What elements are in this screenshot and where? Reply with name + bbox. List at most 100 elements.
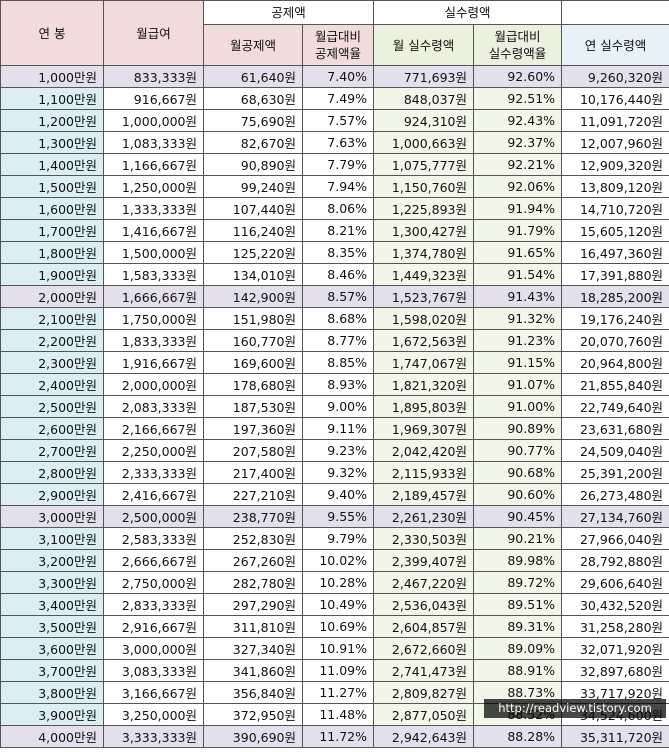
table-cell: 7.63%: [301, 131, 375, 154]
table-cell: 2,189,457원: [373, 483, 475, 506]
table-cell: 68,630원: [203, 87, 303, 110]
table-cell: 8.85%: [301, 351, 375, 374]
table-cell: 32,071,920원: [561, 637, 669, 660]
table-cell: 91.65%: [473, 241, 563, 264]
table-cell: 91.07%: [473, 373, 563, 396]
table-cell: 11,091,720원: [561, 109, 669, 132]
table-row: 1,700만원 1,416,667원 116,240원 8.21% 1,300,427원…: [0, 219, 669, 242]
table-cell: 1,821,320원: [373, 373, 475, 396]
table-cell: 4,000만원: [0, 725, 104, 748]
table-row: 1,200만원 1,000,000원 75,690원 7.57% 924,310원 92.…: [0, 109, 669, 132]
table-cell: 18,285,200원: [561, 285, 669, 308]
table-cell: 1,750,000원: [103, 307, 204, 330]
table-cell: 13,809,120원: [561, 175, 669, 198]
table-cell: 2,800만원: [0, 461, 104, 484]
table-row: 2,600만원 2,166,667원 197,360원 9.11% 1,969,307원…: [0, 417, 669, 440]
header-sub: 월급대비 공제액율: [301, 24, 375, 66]
table-cell: 1,700만원: [0, 219, 104, 242]
table-cell: 20,964,800원: [561, 351, 669, 374]
table-cell: 22,749,640원: [561, 395, 669, 418]
table-cell: 2,500,000원: [103, 505, 204, 528]
table-cell: 267,260원: [203, 549, 303, 572]
table-cell: 916,667원: [103, 87, 204, 110]
header-sub: 월공제액: [203, 24, 303, 66]
table-cell: 24,509,040원: [561, 439, 669, 462]
table-cell: 116,240원: [203, 219, 303, 242]
table-cell: 90,890원: [203, 153, 303, 176]
table-cell: 92.06%: [473, 175, 563, 198]
table-row: 2,900만원 2,416,667원 227,210원 9.40% 2,189,457원…: [0, 483, 669, 506]
table-cell: 26,273,480원: [561, 483, 669, 506]
table-cell: 11.27%: [301, 681, 375, 704]
table-cell: 2,000,000원: [103, 373, 204, 396]
table-cell: 924,310원: [373, 109, 475, 132]
table-cell: 2,833,333원: [103, 593, 204, 616]
table-cell: 2,330,503원: [373, 527, 475, 550]
table-cell: 217,400원: [203, 461, 303, 484]
table-cell: 1,000만원: [0, 65, 104, 88]
table-header: 연 봉 월급여 공제액 실수령액 월공제액 월급대비 공제액율 월 실수령액 월…: [0, 0, 669, 66]
table-cell: 61,640원: [203, 65, 303, 88]
table-row: 2,700만원 2,250,000원 207,580원 9.23% 2,042,420원…: [0, 439, 669, 462]
header-net: 실수령액: [373, 0, 563, 25]
table-cell: 2,942,643원: [373, 725, 475, 748]
table-cell: 1,500만원: [0, 175, 104, 198]
header-sub: 연 실수령액: [561, 24, 669, 66]
table-cell: 2,877,050원: [373, 703, 475, 726]
table-cell: 99,240원: [203, 175, 303, 198]
table-cell: 2,416,667원: [103, 483, 204, 506]
table-row: 1,100만원 916,667원 68,630원 7.49% 848,037원 92.51…: [0, 87, 669, 110]
table-row: 1,000만원 833,333원 61,640원 7.40% 771,693원 92.60…: [0, 65, 669, 88]
table-cell: 92.21%: [473, 153, 563, 176]
table-cell: 169,600원: [203, 351, 303, 374]
table-cell: 20,070,760원: [561, 329, 669, 352]
table-cell: 89.51%: [473, 593, 563, 616]
table-cell: 2,672,660원: [373, 637, 475, 660]
table-cell: 356,840원: [203, 681, 303, 704]
table-cell: 82,670원: [203, 131, 303, 154]
table-cell: 1,000,663원: [373, 131, 475, 154]
table-cell: 107,440원: [203, 197, 303, 220]
table-row: 2,400만원 2,000,000원 178,680원 8.93% 1,821,320원…: [0, 373, 669, 396]
table-cell: 372,950원: [203, 703, 303, 726]
table-cell: 2,250,000원: [103, 439, 204, 462]
table-cell: 2,583,333원: [103, 527, 204, 550]
table-cell: 89.31%: [473, 615, 563, 638]
table-cell: 27,966,040원: [561, 527, 669, 550]
table-row: 2,200만원 1,833,333원 160,770원 8.77% 1,672,563원…: [0, 329, 669, 352]
table-cell: 91.23%: [473, 329, 563, 352]
table-cell: 92.60%: [473, 65, 563, 88]
table-cell: 2,261,230원: [373, 505, 475, 528]
table-cell: 14,710,720원: [561, 197, 669, 220]
table-cell: 2,115,933원: [373, 461, 475, 484]
table-row: 2,800만원 2,333,333원 217,400원 9.32% 2,115,933원…: [0, 461, 669, 484]
table-cell: 8.06%: [301, 197, 375, 220]
table-cell: 9,260,320원: [561, 65, 669, 88]
table-cell: 3,083,333원: [103, 659, 204, 682]
table-cell: 1,300만원: [0, 131, 104, 154]
table-cell: 35,311,720원: [561, 725, 669, 748]
table-row: 1,300만원 1,083,333원 82,670원 7.63% 1,000,663원 9…: [0, 131, 669, 154]
table-cell: 2,300만원: [0, 351, 104, 374]
table-cell: 2,809,827원: [373, 681, 475, 704]
table-row: 3,000만원 2,500,000원 238,770원 9.55% 2,261,230원…: [0, 505, 669, 528]
table-cell: 10.49%: [301, 593, 375, 616]
table-cell: 252,830원: [203, 527, 303, 550]
table-cell: 29,606,640원: [561, 571, 669, 594]
table-cell: 90.77%: [473, 439, 563, 462]
table-cell: 23,631,680원: [561, 417, 669, 440]
table-cell: 3,250,000원: [103, 703, 204, 726]
table-cell: 10.69%: [301, 615, 375, 638]
table-cell: 2,083,333원: [103, 395, 204, 418]
table-cell: 1,833,333원: [103, 329, 204, 352]
table-cell: 91.54%: [473, 263, 563, 286]
table-cell: 178,680원: [203, 373, 303, 396]
header-annual: 연 봉: [0, 0, 104, 66]
table-cell: 187,530원: [203, 395, 303, 418]
table-cell: 91.43%: [473, 285, 563, 308]
table-row: 1,400만원 1,166,667원 90,890원 7.79% 1,075,777원 9…: [0, 153, 669, 176]
table-cell: 90.89%: [473, 417, 563, 440]
table-cell: 3,500만원: [0, 615, 104, 638]
table-cell: 27,134,760원: [561, 505, 669, 528]
